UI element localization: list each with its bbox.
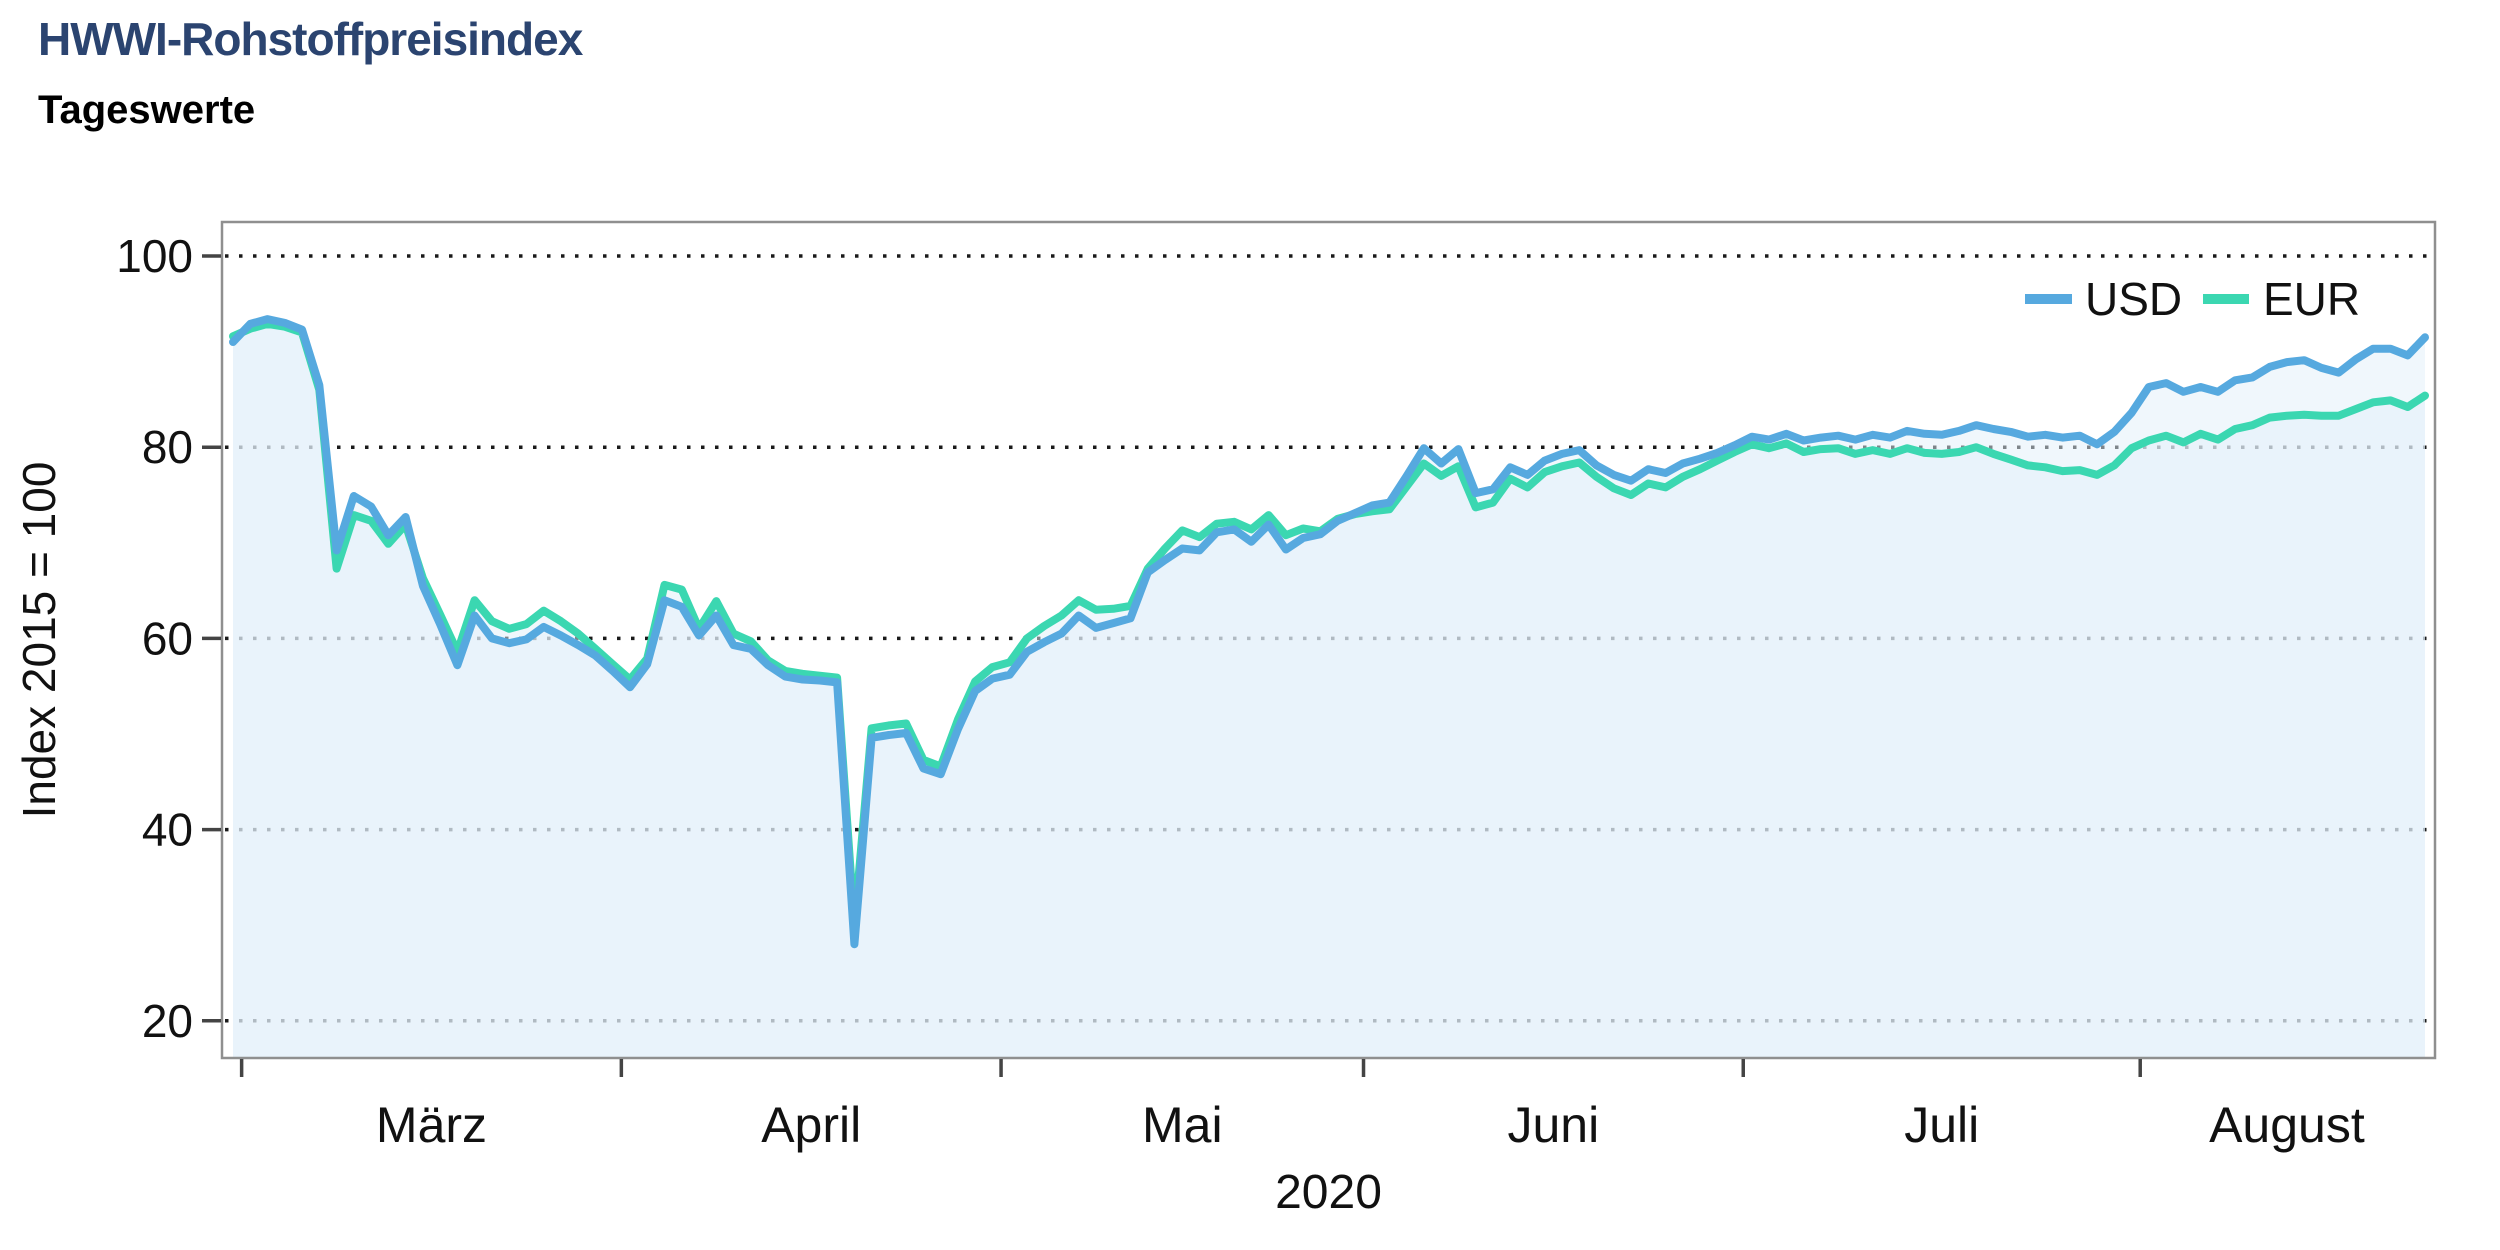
legend-label-usd: USD — [2085, 273, 2182, 325]
x-tick-label-mai: Mai — [1142, 1097, 1223, 1153]
y-tick-label-40: 40 — [142, 804, 193, 856]
x-tick-label-juli: Juli — [1904, 1097, 1979, 1153]
y-axis-title: Index 2015 = 100 — [13, 462, 65, 819]
y-tick-label-60: 60 — [142, 612, 193, 664]
page-subtitle: Tageswerte — [38, 88, 256, 132]
line-usd — [229, 315, 2429, 949]
x-tick-label-märz: März — [376, 1097, 487, 1153]
page-title: HWWI-Rohstoffpreisindex — [38, 13, 583, 65]
y-tick-label-20: 20 — [142, 995, 193, 1047]
x-tick-label-august: August — [2209, 1097, 2365, 1153]
x-axis-year-label: 2020 — [1275, 1166, 1382, 1219]
legend-label-eur: EUR — [2263, 273, 2360, 325]
area-fill-usd — [233, 319, 2425, 1059]
y-tick-label-80: 80 — [142, 421, 193, 473]
y-tick-label-100: 100 — [116, 230, 193, 282]
x-tick-label-juni: Juni — [1508, 1097, 1600, 1153]
plot-frame — [220, 220, 2437, 1060]
x-tick-label-april: April — [761, 1097, 861, 1153]
